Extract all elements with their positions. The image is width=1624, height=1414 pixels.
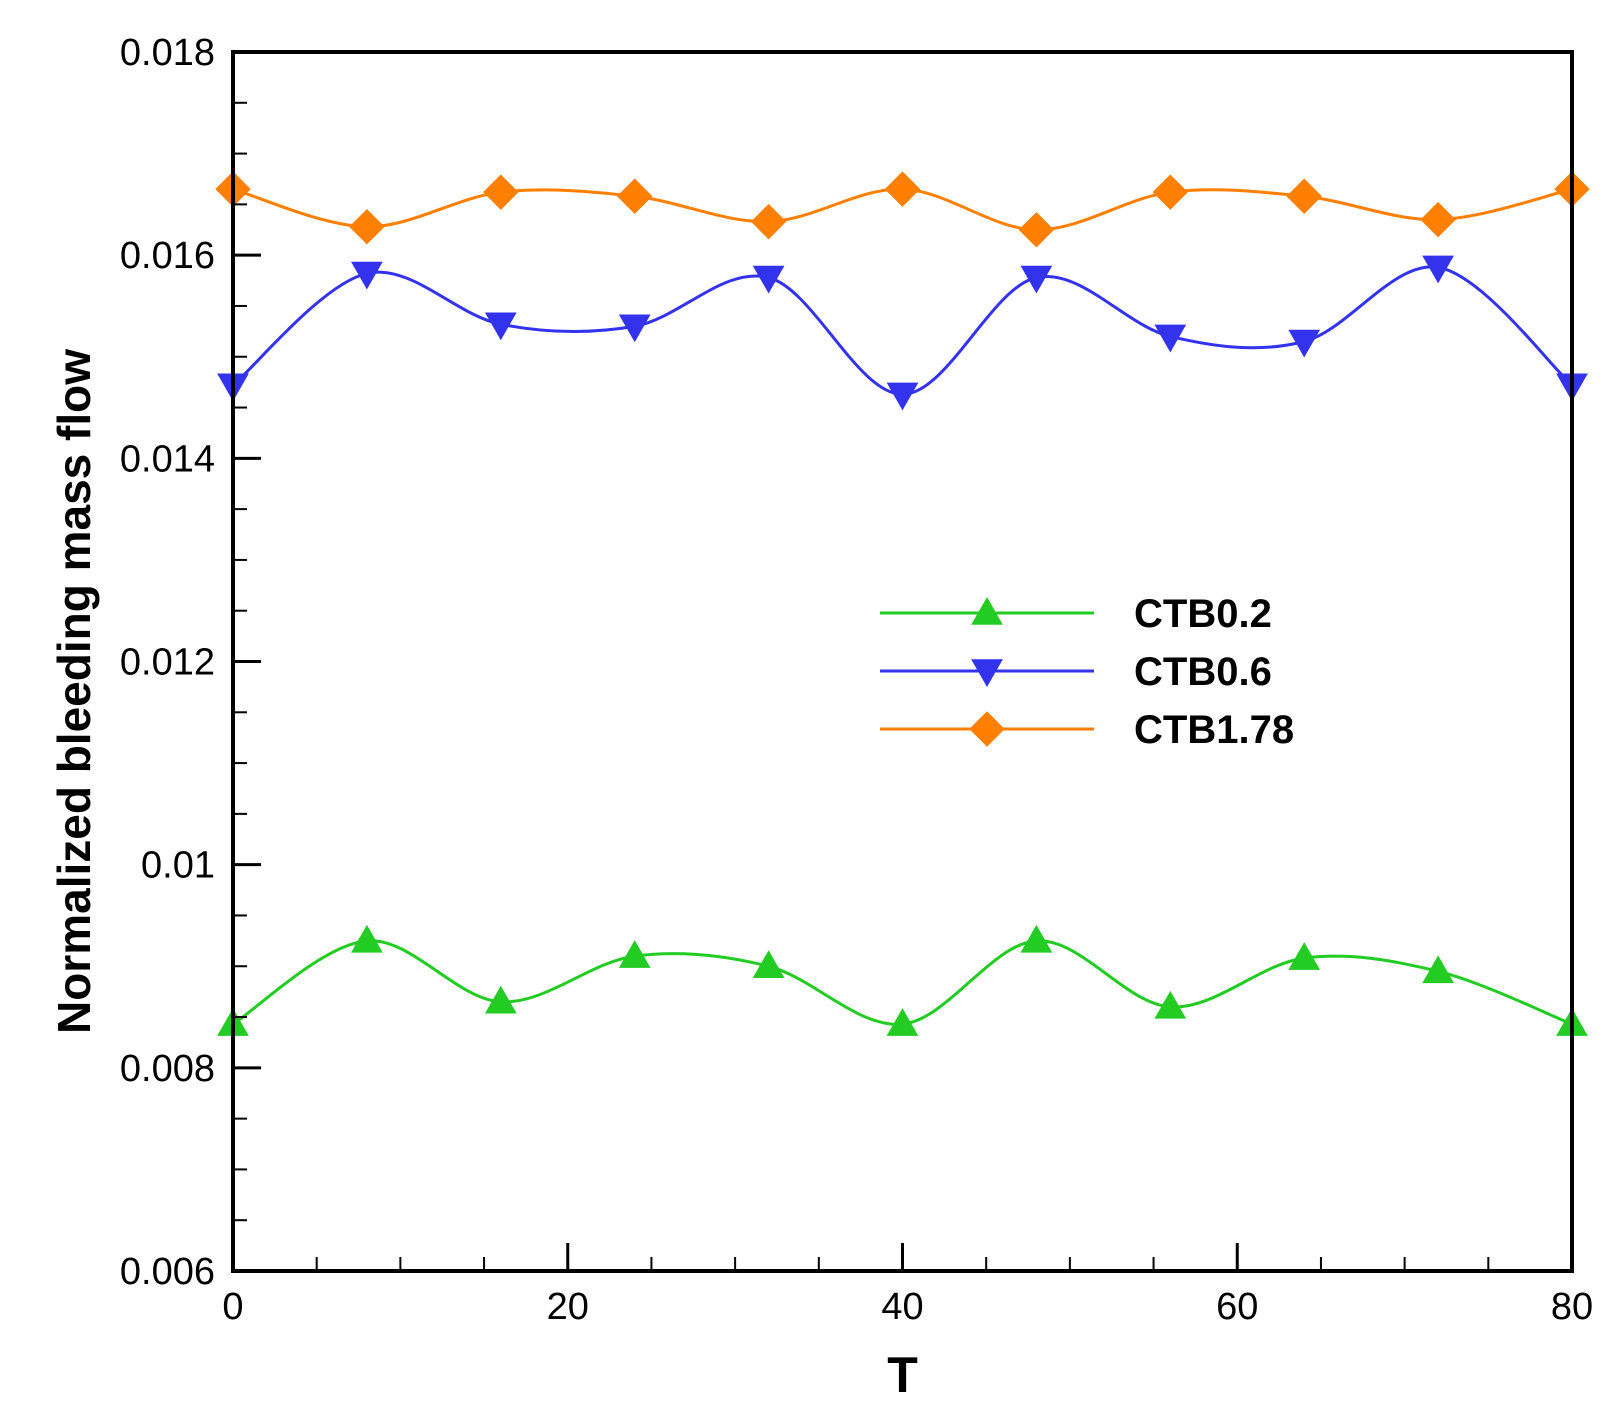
data-point-marker	[1288, 942, 1321, 970]
data-point-marker	[884, 171, 921, 207]
legend-item: CTB0.2	[880, 592, 1272, 636]
x-tick-label: 0	[222, 1286, 243, 1328]
data-point-marker	[351, 924, 383, 953]
y-tick-label: 0.018	[120, 32, 215, 74]
data-point-marker	[1288, 329, 1321, 358]
y-tick-label: 0.008	[120, 1048, 215, 1090]
legend-item: CTB1.78	[880, 708, 1294, 752]
data-point-marker	[752, 265, 785, 294]
x-tick-label: 80	[1551, 1286, 1593, 1328]
data-point-marker	[752, 950, 785, 978]
data-point-marker	[483, 174, 519, 210]
legend-label: CTB0.6	[1134, 650, 1272, 694]
data-point-marker	[616, 178, 653, 214]
data-point-marker	[1154, 324, 1187, 353]
x-axis-title: T	[887, 1347, 918, 1403]
x-tick-label: 20	[547, 1286, 589, 1328]
data-point-marker	[1286, 178, 1322, 214]
y-tick-label: 0.006	[120, 1251, 215, 1293]
legend: CTB0.2 CTB0.6 CTB1.78	[880, 592, 1294, 752]
x-tick-label: 40	[881, 1286, 923, 1328]
y-tick-label: 0.012	[120, 642, 215, 684]
data-point-marker	[1420, 201, 1456, 238]
data-point-marker	[349, 209, 385, 245]
legend-label: CTB1.78	[1134, 708, 1294, 752]
data-point-marker	[484, 312, 517, 341]
series-CTB0.6	[217, 255, 1588, 411]
data-point-marker	[1018, 212, 1055, 248]
y-tick-label: 0.01	[141, 845, 215, 887]
legend-marker	[971, 596, 1003, 625]
data-point-marker	[886, 382, 919, 411]
data-point-marker	[484, 985, 517, 1014]
series-CTB0.2	[217, 924, 1588, 1036]
legend-label: CTB0.2	[1134, 592, 1272, 636]
y-axis-title: Normalized bleeding mass flow	[48, 349, 100, 1034]
y-tick-label: 0.016	[120, 235, 215, 277]
tick-labels-layer: 0 20 40 60 80 0.006 0.008 0.01 0.012 0.014 0.016 0.…	[120, 32, 1593, 1328]
data-point-marker	[1020, 265, 1053, 294]
data-point-marker	[1020, 924, 1053, 953]
data-point-marker	[1152, 174, 1189, 210]
data-point-marker	[750, 203, 787, 240]
data-point-marker	[1154, 990, 1187, 1019]
x-tick-label: 60	[1216, 1286, 1258, 1328]
y-tick-label: 0.014	[120, 438, 215, 480]
data-point-marker	[618, 314, 651, 343]
legend-marker	[969, 711, 1005, 747]
legend-item: CTB0.6	[880, 650, 1272, 694]
legend-marker	[971, 659, 1003, 688]
data-point-marker	[618, 940, 651, 968]
plot-frame	[231, 50, 1574, 1273]
data-point-marker	[351, 261, 383, 290]
series-layer	[215, 171, 1590, 1036]
data-point-marker	[1422, 955, 1454, 984]
data-point-marker	[1422, 255, 1454, 284]
data-point-marker	[886, 1008, 919, 1036]
